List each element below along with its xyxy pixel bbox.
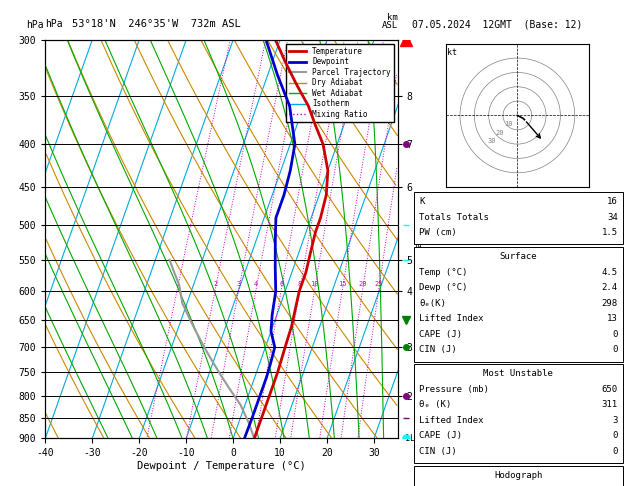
Text: K: K xyxy=(419,197,425,206)
Text: 16: 16 xyxy=(607,197,618,206)
Text: 8: 8 xyxy=(298,281,302,287)
Text: 298: 298 xyxy=(601,299,618,308)
Y-axis label: Mixing Ratio (g/kg): Mixing Ratio (g/kg) xyxy=(415,191,424,287)
Text: 10: 10 xyxy=(311,281,319,287)
Text: 0: 0 xyxy=(612,447,618,456)
Text: Most Unstable: Most Unstable xyxy=(483,369,554,378)
Text: Pressure (mb): Pressure (mb) xyxy=(419,385,489,394)
Text: θₑ(K): θₑ(K) xyxy=(419,299,446,308)
Text: 650: 650 xyxy=(601,385,618,394)
Text: 20: 20 xyxy=(359,281,367,287)
Legend: Temperature, Dewpoint, Parcel Trajectory, Dry Adiabat, Wet Adiabat, Isotherm, Mi: Temperature, Dewpoint, Parcel Trajectory… xyxy=(286,44,394,122)
Text: CIN (J): CIN (J) xyxy=(419,447,457,456)
Text: 0: 0 xyxy=(612,330,618,339)
Text: km
ASL: km ASL xyxy=(381,13,398,30)
Text: 1LCL: 1LCL xyxy=(404,434,425,443)
Text: 25: 25 xyxy=(374,281,383,287)
Text: 311: 311 xyxy=(601,400,618,409)
Text: Totals Totals: Totals Totals xyxy=(419,213,489,222)
Text: CAPE (J): CAPE (J) xyxy=(419,330,462,339)
Text: 20: 20 xyxy=(496,130,504,136)
Text: 30: 30 xyxy=(487,139,496,144)
Text: Temp (°C): Temp (°C) xyxy=(419,268,467,277)
Text: 1.5: 1.5 xyxy=(601,228,618,237)
Text: Surface: Surface xyxy=(499,252,537,261)
Text: 4: 4 xyxy=(254,281,259,287)
Text: 2.4: 2.4 xyxy=(601,283,618,292)
Text: 07.05.2024  12GMT  (Base: 12): 07.05.2024 12GMT (Base: 12) xyxy=(412,19,582,29)
Text: 2: 2 xyxy=(213,281,218,287)
Text: Lifted Index: Lifted Index xyxy=(419,314,484,323)
X-axis label: Dewpoint / Temperature (°C): Dewpoint / Temperature (°C) xyxy=(137,461,306,471)
Text: 1: 1 xyxy=(175,281,179,287)
Text: 6: 6 xyxy=(279,281,284,287)
Text: 13: 13 xyxy=(607,314,618,323)
Text: PW (cm): PW (cm) xyxy=(419,228,457,237)
Text: CIN (J): CIN (J) xyxy=(419,346,457,354)
Text: CAPE (J): CAPE (J) xyxy=(419,432,462,440)
Text: kt: kt xyxy=(447,48,457,57)
Text: 4.5: 4.5 xyxy=(601,268,618,277)
Text: hPa: hPa xyxy=(26,20,43,30)
Text: hPa: hPa xyxy=(45,19,63,29)
Text: 0: 0 xyxy=(612,432,618,440)
Text: θₑ (K): θₑ (K) xyxy=(419,400,451,409)
Text: Hodograph: Hodograph xyxy=(494,471,542,480)
Text: 34: 34 xyxy=(607,213,618,222)
Text: 53°18'N  246°35'W  732m ASL: 53°18'N 246°35'W 732m ASL xyxy=(72,19,241,29)
Text: Dewp (°C): Dewp (°C) xyxy=(419,283,467,292)
Text: 10: 10 xyxy=(504,121,513,127)
Text: 0: 0 xyxy=(612,346,618,354)
Text: Lifted Index: Lifted Index xyxy=(419,416,484,425)
Text: 3: 3 xyxy=(612,416,618,425)
Text: 3: 3 xyxy=(237,281,241,287)
Text: 15: 15 xyxy=(338,281,347,287)
